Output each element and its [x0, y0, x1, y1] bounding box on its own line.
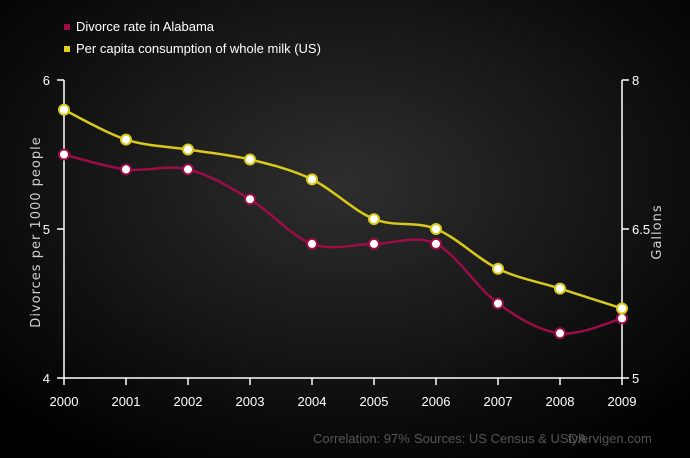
footer-sources: Sources: US Census & USDA	[414, 431, 587, 446]
x-tick-label: 2003	[236, 394, 265, 409]
x-tick-label: 2009	[608, 394, 637, 409]
data-point-divorce	[58, 148, 70, 161]
left-tick-label: 5	[43, 222, 50, 237]
data-point-divorce	[368, 237, 380, 250]
footer-site: tylervigen.com	[568, 431, 652, 446]
data-point-milk	[58, 103, 70, 116]
footer-correlation: Correlation: 97%	[313, 431, 410, 446]
series-line-milk	[63, 108, 623, 310]
right-tick-label: 6.5	[632, 222, 650, 237]
x-tick-label: 2000	[50, 394, 79, 409]
data-point-milk	[368, 213, 380, 226]
x-tick-label: 2004	[298, 394, 327, 409]
data-point-milk	[554, 282, 566, 295]
legend-label-milk: Per capita consumption of whole milk (US…	[76, 41, 321, 56]
data-point-milk	[616, 302, 628, 315]
data-point-divorce	[492, 297, 504, 310]
data-point-milk	[182, 143, 194, 156]
x-tick-label: 2008	[546, 394, 575, 409]
data-point-divorce	[244, 193, 256, 206]
right-tick-label: 5	[632, 371, 639, 386]
right-tick-label: 8	[632, 73, 639, 88]
series-layer	[58, 103, 628, 340]
right-axis-title: Gallons	[650, 204, 665, 259]
tick-marks: 2000 2001 2002 2003 2004 2005 2006 2007 2008 2009…	[43, 73, 650, 409]
data-point-divorce	[120, 163, 132, 176]
data-point-milk	[244, 153, 256, 166]
legend-label-divorce: Divorce rate in Alabama	[76, 19, 215, 34]
x-tick-label: 2006	[422, 394, 451, 409]
x-tick-label: 2002	[174, 394, 203, 409]
data-point-milk	[120, 133, 132, 146]
data-point-divorce	[182, 163, 194, 176]
left-axis-title: Divorces per 1000 people	[29, 136, 44, 327]
data-point-divorce	[430, 237, 442, 250]
x-tick-label: 2001	[112, 394, 141, 409]
data-point-milk	[306, 173, 318, 186]
data-point-divorce	[554, 327, 566, 340]
data-point-milk	[492, 262, 504, 275]
left-tick-label: 6	[43, 73, 50, 88]
data-point-milk	[430, 223, 442, 235]
data-point-divorce	[306, 237, 318, 250]
legend: Divorce rate in Alabama Per capita consu…	[64, 19, 321, 56]
x-tick-label: 2005	[360, 394, 389, 409]
legend-swatch-divorce	[64, 24, 70, 30]
legend-swatch-milk	[64, 46, 70, 52]
series-line-divorce	[63, 153, 623, 335]
data-point-divorce	[616, 312, 628, 325]
footer: Correlation: 97% Sources: US Census & US…	[313, 431, 652, 446]
x-tick-label: 2007	[484, 394, 513, 409]
left-tick-label: 4	[43, 371, 50, 386]
